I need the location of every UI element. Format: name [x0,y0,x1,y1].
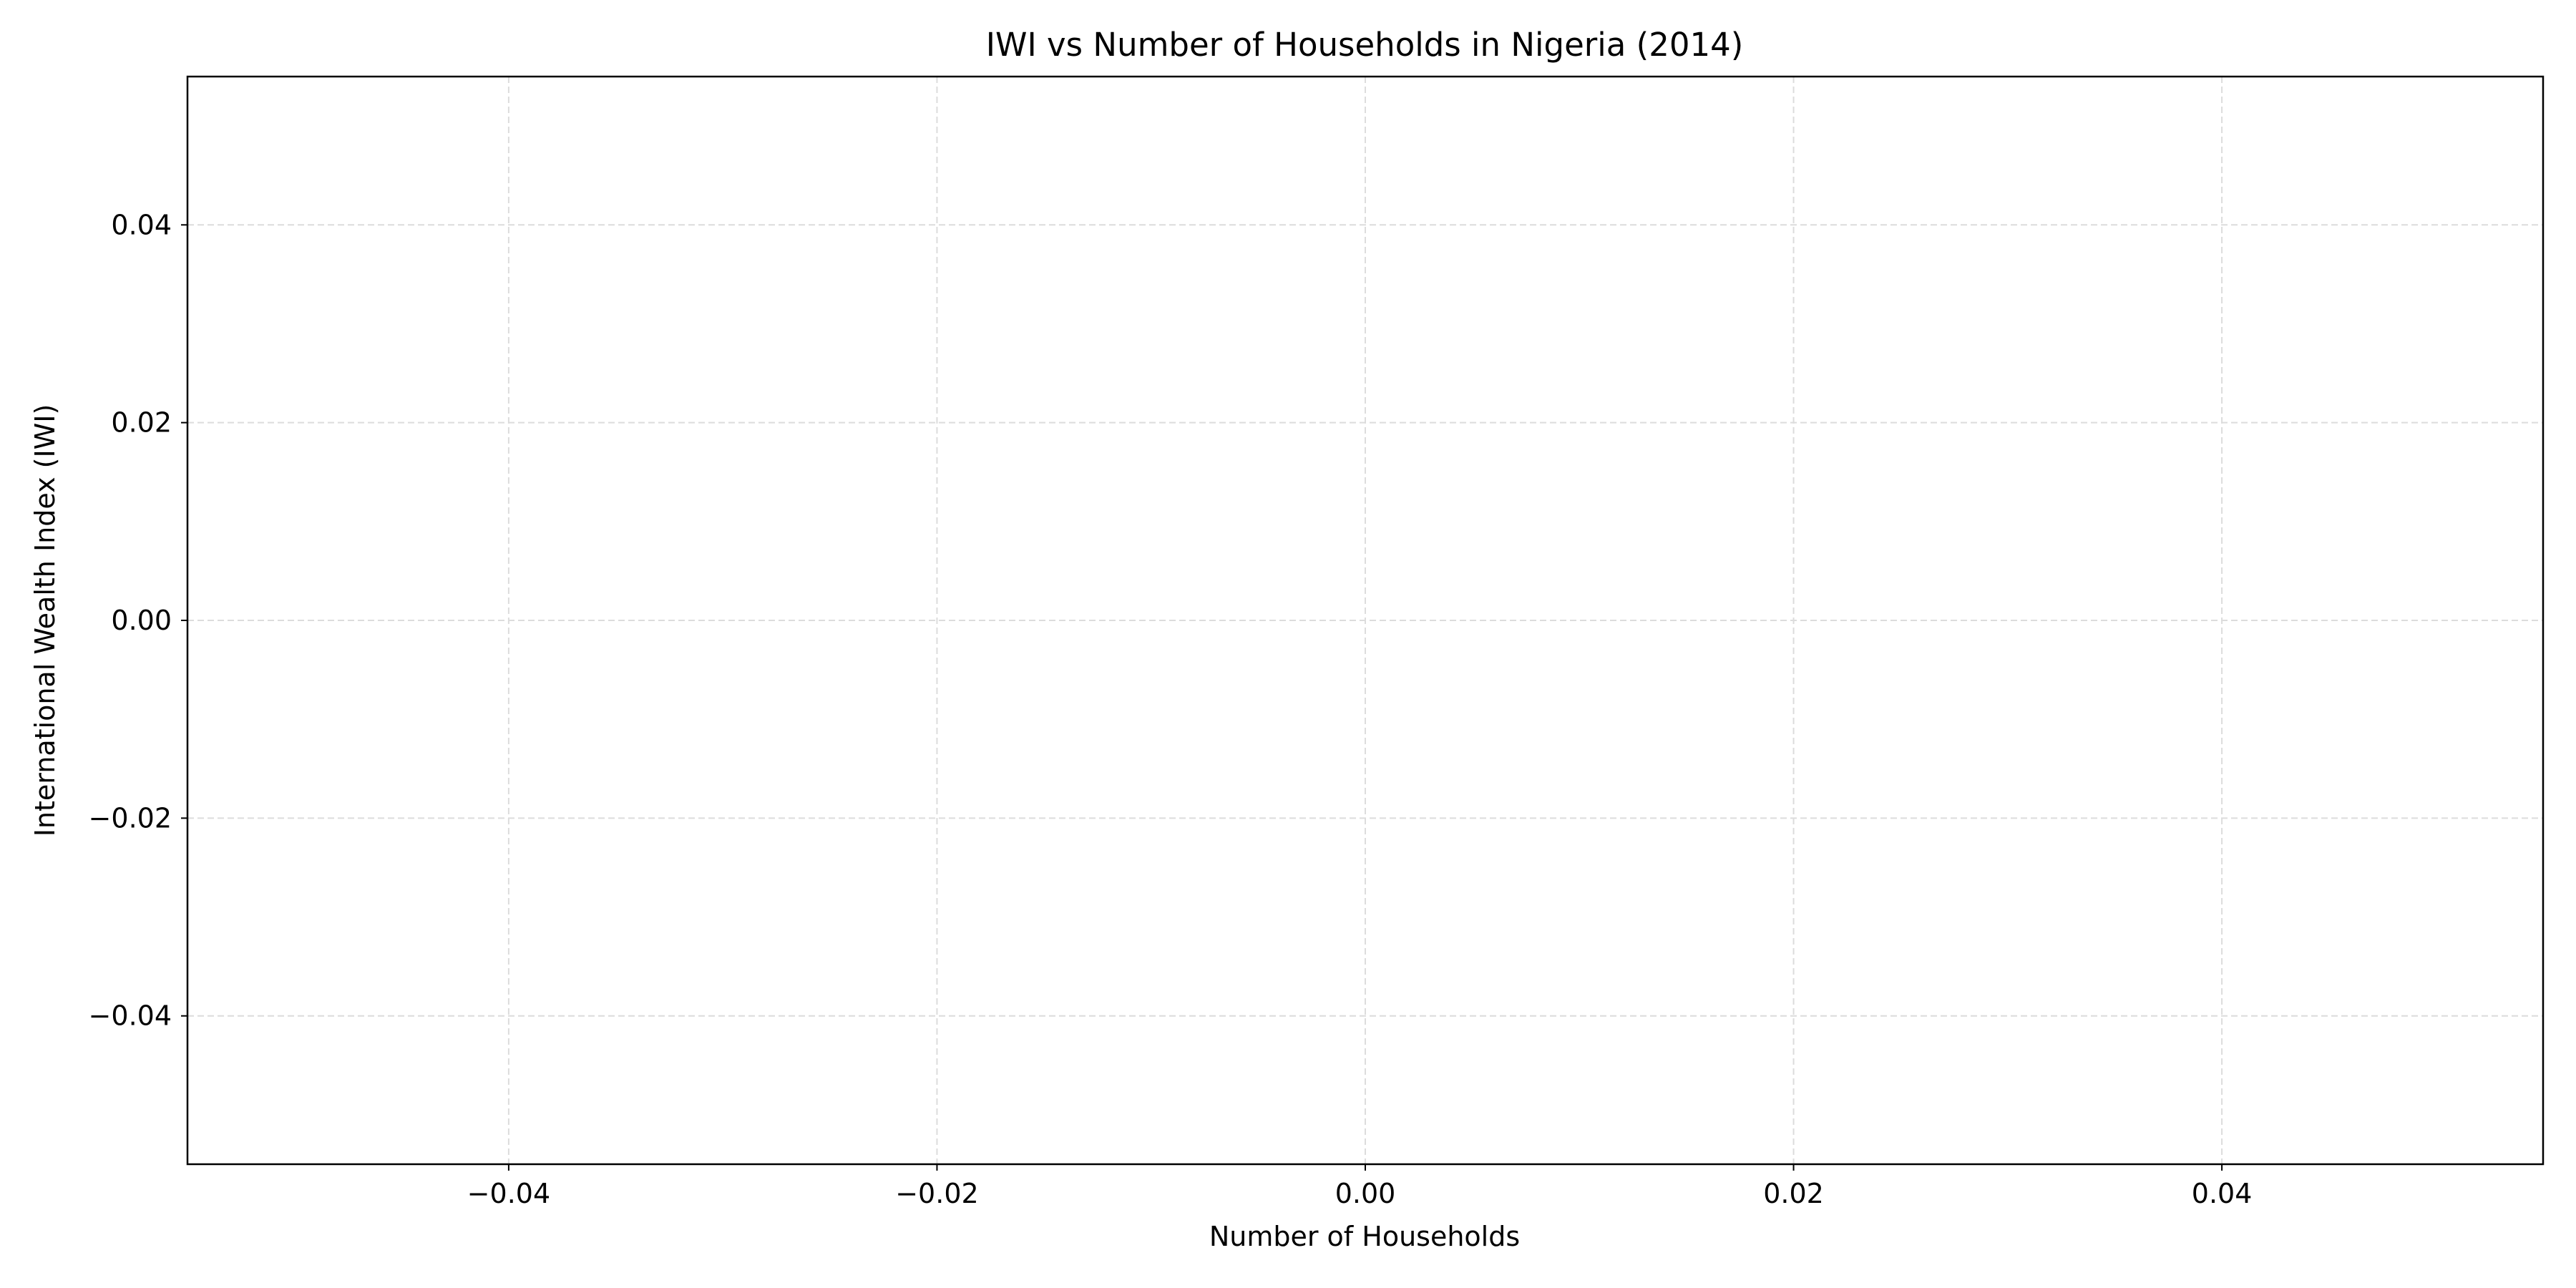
y-tick-label: 0.00 [111,605,172,636]
x-tick-label: −0.02 [895,1178,978,1209]
y-tick-label: 0.02 [111,407,172,439]
x-axis-ticks: −0.04 −0.02 0.00 0.02 0.04 [467,1164,2253,1209]
x-tick-label: 0.04 [2192,1178,2253,1209]
y-tick-label: −0.04 [89,1000,172,1032]
x-tick-label: 0.00 [1335,1178,1396,1209]
y-axis-label: International Wealth Index (IWI) [29,404,61,837]
x-tick-label: −0.04 [467,1178,550,1209]
chart-title: IWI vs Number of Households in Nigeria (… [986,26,1744,64]
grid-lines [187,77,2543,1164]
x-axis-label: Number of Households [1209,1221,1520,1252]
x-tick-label: 0.02 [1763,1178,1824,1209]
y-axis-ticks: −0.04 −0.02 0.00 0.02 0.04 [89,209,187,1032]
y-tick-label: −0.02 [89,802,172,834]
y-tick-label: 0.04 [111,209,172,240]
